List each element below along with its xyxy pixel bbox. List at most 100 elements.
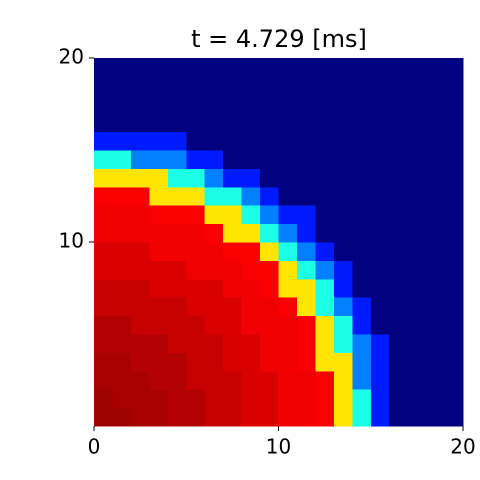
heatmap-cell — [296, 278, 316, 298]
heatmap-cell — [426, 407, 446, 427]
heatmap-cell — [149, 389, 169, 409]
heatmap-cell — [112, 389, 132, 409]
heatmap-cell — [333, 407, 353, 427]
heatmap-cell — [389, 352, 409, 372]
heatmap-cell — [278, 370, 298, 390]
heatmap-cell — [223, 131, 243, 151]
heatmap-cell — [223, 76, 243, 96]
heatmap-cell — [426, 94, 446, 114]
heatmap-cell — [112, 278, 132, 298]
heatmap-cell — [204, 278, 224, 298]
heatmap-cell — [149, 131, 169, 151]
heatmap-cell — [241, 205, 261, 225]
heatmap-cell — [389, 186, 409, 206]
heatmap-cell — [389, 76, 409, 96]
heatmap-cell — [149, 370, 169, 390]
heatmap-cell — [352, 370, 372, 390]
heatmap-cell — [370, 370, 390, 390]
heatmap-cell — [426, 113, 446, 133]
heatmap-cell — [223, 242, 243, 261]
heatmap-cell — [370, 113, 390, 133]
heatmap-cell — [333, 168, 353, 188]
heatmap-cell — [167, 131, 187, 151]
heatmap-cell — [352, 113, 372, 133]
heatmap-cell — [149, 94, 169, 114]
heatmap-cell — [130, 260, 150, 280]
heatmap-cell — [149, 76, 169, 96]
heatmap-cell — [278, 407, 298, 427]
heatmap-cell — [130, 389, 150, 409]
heatmap-cell — [260, 205, 279, 225]
heatmap-cell — [260, 242, 279, 261]
heatmap-cell — [149, 186, 169, 206]
heatmap-cell — [407, 131, 427, 151]
heatmap-cell — [94, 150, 113, 169]
heatmap-cell — [186, 389, 206, 409]
heatmap-cell — [149, 297, 169, 317]
heatmap-cell — [167, 168, 187, 188]
heatmap-cell — [112, 407, 132, 427]
heatmap-cell — [167, 113, 187, 133]
heatmap-cell — [204, 389, 224, 409]
heatmap-cell — [407, 205, 427, 225]
heatmap-cell — [204, 58, 224, 77]
heatmap-cell — [241, 352, 261, 372]
heatmap-cell — [167, 407, 187, 427]
heatmap-cell — [370, 76, 390, 96]
heatmap-cell — [352, 150, 372, 169]
heatmap-cell — [370, 150, 390, 169]
heatmap-cell — [241, 370, 261, 390]
heatmap-cell — [352, 407, 372, 427]
heatmap-cell — [278, 131, 298, 151]
heatmap-cell — [223, 150, 243, 169]
heatmap-cell — [94, 260, 113, 280]
heatmap-cell — [149, 334, 169, 353]
heatmap-cell — [204, 223, 224, 243]
heatmap-cell — [186, 297, 206, 317]
chart-title: t = 4.729 [ms] — [191, 25, 367, 53]
heatmap-cell — [389, 278, 409, 298]
heatmap-cell — [241, 76, 261, 96]
heatmap-cell — [296, 131, 316, 151]
heatmap-cell — [389, 242, 409, 261]
heatmap-cell — [444, 242, 464, 261]
heatmap-cell — [389, 150, 409, 169]
heatmap-cell — [223, 407, 243, 427]
heatmap-cell — [278, 260, 298, 280]
y-tick-label: 20 — [59, 45, 84, 69]
heatmap-cell — [149, 150, 169, 169]
heatmap-cell — [149, 407, 169, 427]
heatmap-cell — [149, 58, 169, 77]
heatmap-cell — [223, 223, 243, 243]
heatmap-cell — [112, 205, 132, 225]
heatmap-cell — [333, 131, 353, 151]
heatmap-cell — [426, 242, 446, 261]
heatmap-cell — [223, 113, 243, 133]
heatmap-cell — [186, 407, 206, 427]
heatmap-cell — [278, 315, 298, 335]
heatmap-cell — [426, 168, 446, 188]
heatmap-cell — [260, 407, 279, 427]
heatmap-cell — [149, 223, 169, 243]
heatmap-cell — [370, 389, 390, 409]
heatmap-cell — [407, 168, 427, 188]
heatmap-cell — [186, 260, 206, 280]
heatmap-cell — [352, 131, 372, 151]
heatmap-cell — [370, 315, 390, 335]
heatmap-cell — [407, 150, 427, 169]
heatmap-cell — [444, 223, 464, 243]
heatmap-cell — [315, 94, 335, 114]
heatmap-cell — [444, 352, 464, 372]
heatmap-cell — [426, 205, 446, 225]
heatmap-cell — [333, 315, 353, 335]
heatmap-cell — [315, 58, 335, 77]
heatmap-cell — [167, 334, 187, 353]
heatmap-cell — [167, 242, 187, 261]
heatmap-cell — [112, 242, 132, 261]
heatmap-cell — [444, 389, 464, 409]
heatmap-cell — [94, 223, 113, 243]
heatmap-cell — [333, 223, 353, 243]
heatmap-cell — [241, 260, 261, 280]
heatmap-cell — [278, 205, 298, 225]
